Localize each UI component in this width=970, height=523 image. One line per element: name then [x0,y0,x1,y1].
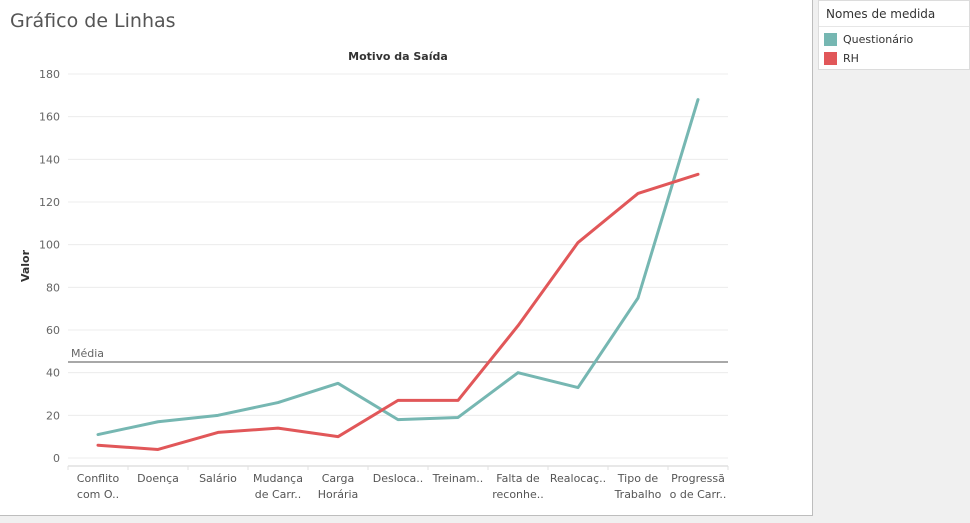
y-tick-label-120: 120 [39,196,60,209]
legend-item-rh[interactable]: RH [824,51,859,65]
legend-divider [819,26,969,27]
x-tick-label-10-0: Progressã [671,472,725,485]
series-1-point-10[interactable] [695,171,701,177]
x-tick-label-7-1: reconhe.. [492,488,544,501]
x-tick-label-9-1: Trabalho [614,488,662,501]
legend-swatch-rh [824,51,837,65]
x-tick-label-1-0: Doença [137,472,179,485]
x-tick-label-3-0: Mudança [253,472,303,485]
legend-swatch-questionario [824,32,837,46]
series-0-point-2[interactable] [215,412,221,418]
chart-panel: Gráfico de Linhas Motivo da Saída 0 20 40 60… [0,0,813,516]
series-1-point-8[interactable] [575,240,581,246]
x-tick-label-4-1: Horária [318,488,359,501]
series-0-point-0[interactable] [95,432,101,438]
series-0-point-1[interactable] [155,419,161,425]
reference-line-label: Média [71,347,104,360]
series-0-point-7[interactable] [515,370,521,376]
x-tick-label-10-1: o de Carr.. [670,488,727,501]
y-tick-label-180: 180 [39,68,60,81]
series-1-point-9[interactable] [635,190,641,196]
series-0-point-4[interactable] [335,380,341,386]
series-0-point-9[interactable] [635,295,641,301]
series-1-point-1[interactable] [155,446,161,452]
series-0-point-3[interactable] [275,400,281,406]
series-line-0[interactable] [96,98,700,437]
series-0-point-8[interactable] [575,385,581,391]
series-1-point-6[interactable] [455,397,461,403]
x-tick-label-9-0: Tipo de [617,472,659,485]
y-tick-label-40: 40 [46,367,60,380]
y-axis-title: Valor [19,249,32,282]
page-title: Gráfico de Linhas [10,10,176,32]
x-tick-label-5-0: Desloca.. [373,472,424,485]
series-0-point-6[interactable] [455,414,461,420]
series-1-point-4[interactable] [335,434,341,440]
series-1-point-7[interactable] [515,323,521,329]
x-tick-label-8-0: Realocaç.. [550,472,606,485]
legend-panel: Nomes de medida Questionário RH [818,0,970,523]
x-tick-label-0-1: com O.. [77,488,119,501]
y-tick-label-20: 20 [46,409,60,422]
line-chart: Motivo da Saída 0 20 40 60 80 100 120 140 160 180 V… [19,50,729,501]
y-tick-label-100: 100 [39,239,60,252]
y-tick-label-140: 140 [39,153,60,166]
y-tick-label-0: 0 [53,452,60,465]
series-0-point-5[interactable] [395,417,401,423]
legend-label-rh: RH [843,51,859,65]
chart-title: Motivo da Saída [348,50,448,63]
x-tick-label-4-0: Carga [322,472,354,485]
x-tick-label-3-1: de Carr.. [255,488,302,501]
x-tick-label-0-0: Conflito [77,472,120,485]
legend-label-questionario: Questionário [843,32,914,46]
series-1-point-5[interactable] [395,397,401,403]
x-tick-label-6-0: Treinam.. [432,472,484,485]
x-tick-label-7-0: Falta de [496,472,540,485]
legend-item-questionario[interactable]: Questionário [824,32,913,46]
y-tick-label-160: 160 [39,111,60,124]
legend-box: Nomes de medida Questionário RH [818,0,970,70]
series-1-point-0[interactable] [95,442,101,448]
y-tick-label-60: 60 [46,324,60,337]
legend-title: Nomes de medida [826,7,936,21]
series-1-point-2[interactable] [215,429,221,435]
y-tick-label-80: 80 [46,281,60,294]
series-0-point-10[interactable] [695,97,701,103]
series-1-point-3[interactable] [275,425,281,431]
x-tick-label-2-0: Salário [199,472,237,485]
series-line-1[interactable] [96,172,700,451]
